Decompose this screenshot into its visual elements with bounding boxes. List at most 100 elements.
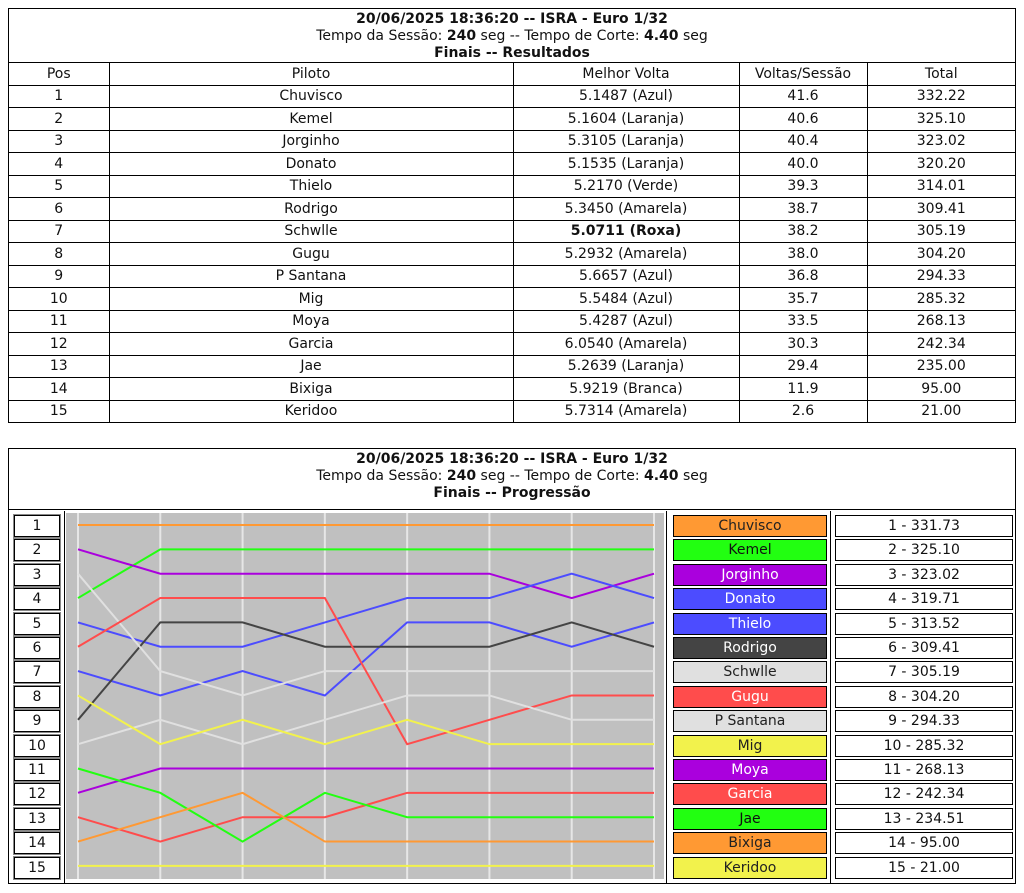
session-label: Tempo da Sessão:: [316, 28, 447, 44]
legend-driver: Garcia: [673, 783, 827, 806]
laps-cell: 40.0: [738, 152, 868, 176]
best-lap-cell: 5.9219 (Branca): [512, 377, 740, 401]
driver-line-mig: [77, 694, 654, 746]
divider: [64, 511, 65, 883]
table-row: 3 Jorginho 5.3105 (Laranja) 40.4 323.02: [9, 129, 1015, 153]
table-row: 12 Garcia 6.0540 (Amarela) 30.3 242.34: [9, 332, 1015, 356]
pos-cell: 12: [9, 332, 110, 356]
driver-line-p-santana: [77, 694, 654, 746]
total-cell: 332.22: [866, 84, 1015, 108]
best-lap-cell: 5.4287 (Azul): [512, 309, 740, 333]
divider: [830, 511, 831, 883]
subtitle-a: Finais: [433, 485, 481, 501]
pos-cell: 1: [9, 84, 110, 108]
position-box: 3: [14, 563, 60, 586]
driver-total: 4 - 319.71: [835, 588, 1013, 611]
position-box: 10: [14, 734, 60, 757]
driver-cell: Keridoo: [108, 399, 514, 422]
position-box: 7: [14, 661, 60, 684]
legend-driver: Keridoo: [673, 856, 827, 879]
legend-driver: P Santana: [673, 710, 827, 733]
legend-driver: Kemel: [673, 539, 827, 562]
driver-total: 15 - 21.00: [835, 856, 1013, 879]
laps-cell: 33.5: [738, 309, 868, 333]
driver-line-jorginho: [77, 548, 655, 600]
driver-line-gugu: [77, 597, 654, 746]
laps-cell: 35.7: [738, 287, 868, 311]
legend-driver: Moya: [673, 759, 827, 781]
driver-cell: Garcia: [108, 332, 514, 356]
table-row: 2 Kemel 5.1604 (Laranja) 40.6 325.10: [9, 107, 1015, 131]
driver-line-rodrigo: [77, 621, 655, 721]
driver-cell: Gugu: [108, 242, 514, 266]
driver-line-thielo: [77, 621, 655, 697]
position-box: 9: [14, 710, 60, 733]
driver-cell: Jorginho: [108, 129, 514, 153]
results-title: 20/06/2025 18:36:20 -- ISRA - Euro 1/32: [356, 11, 668, 27]
driver-cell: Chuvisco: [108, 84, 514, 108]
table-row: 7 Schwlle 5.0711 (Roxa) 38.2 305.19: [9, 219, 1015, 243]
progression-grid: 1 2 3 4 5 6 7 8 9 10 11 12 13 14 15 Chuvisco 1 - 331.73 K…: [9, 511, 1015, 883]
driver-cell: Kemel: [108, 107, 514, 131]
total-cell: 314.01: [866, 174, 1015, 198]
best-lap-cell: 5.1535 (Laranja): [512, 152, 740, 176]
table-row: 6 Rodrigo 5.3450 (Amarela) 38.7 309.41: [9, 197, 1015, 221]
progression-title: 20/06/2025 18:36:20 -- ISRA - Euro 1/32: [356, 451, 668, 467]
pos-cell: 2: [9, 107, 110, 131]
driver-cell: Donato: [108, 152, 514, 176]
divider: [666, 511, 667, 883]
driver-line-donato: [77, 572, 655, 648]
driver-total: 3 - 323.02: [835, 563, 1013, 586]
driver-line-bixiga: [77, 791, 654, 843]
legend-driver: Rodrigo: [673, 637, 827, 659]
table-header-row: Pos Piloto Melhor Volta Voltas/Sessão Total: [9, 63, 1015, 86]
legend-driver: Jae: [673, 807, 827, 830]
driver-cell: Jae: [108, 354, 514, 378]
best-lap-cell: 5.3105 (Laranja): [512, 129, 740, 153]
driver-total: 5 - 313.52: [835, 612, 1013, 635]
driver-total: 10 - 285.32: [835, 734, 1013, 757]
pos-cell: 8: [9, 242, 110, 266]
subtitle-a: Finais: [434, 45, 482, 61]
column-header: Pos: [9, 63, 110, 86]
table-row: 5 Thielo 5.2170 (Verde) 39.3 314.01: [9, 174, 1015, 198]
column-header: Melhor Volta: [512, 63, 740, 86]
subtitle-sep: --: [480, 485, 502, 501]
best-lap-cell: 5.2639 (Laranja): [512, 354, 740, 378]
progression-panel: 20/06/2025 18:36:20 -- ISRA - Euro 1/32 …: [8, 448, 1016, 884]
table-row: 15 Keridoo 5.7314 (Amarela) 2.6 21.00: [9, 399, 1015, 422]
driver-total: 9 - 294.33: [835, 710, 1013, 733]
position-box: 1: [14, 515, 60, 537]
position-box: 2: [14, 539, 60, 562]
driver-cell: Schwlle: [108, 219, 514, 243]
driver-cell: P Santana: [108, 264, 514, 288]
best-lap-cell: 5.2932 (Amarela): [512, 242, 740, 266]
progression-chart: [66, 513, 664, 879]
total-cell: 294.33: [866, 264, 1015, 288]
subtitle-sep: --: [481, 45, 503, 61]
session-value: 240: [446, 28, 477, 44]
cut-label: seg -- Tempo de Corte:: [476, 468, 644, 484]
driver-line-moya: [77, 767, 654, 794]
driver-cell: Rodrigo: [108, 197, 514, 221]
driver-line-kemel: [77, 548, 654, 599]
laps-cell: 38.7: [738, 197, 868, 221]
laps-cell: 2.6: [738, 399, 868, 422]
laps-cell: 41.6: [738, 84, 868, 108]
laps-cell: 30.3: [738, 332, 868, 356]
best-lap-cell: 6.0540 (Amarela): [512, 332, 740, 356]
driver-total: 14 - 95.00: [835, 832, 1013, 855]
total-cell: 309.41: [866, 197, 1015, 221]
table-row: 1 Chuvisco 5.1487 (Azul) 41.6 332.22: [9, 84, 1015, 108]
driver-total: 7 - 305.19: [835, 661, 1013, 684]
pos-cell: 3: [9, 129, 110, 153]
cut-label: seg -- Tempo de Corte:: [476, 28, 644, 44]
laps-cell: 29.4: [738, 354, 868, 378]
total-cell: 305.19: [866, 219, 1015, 243]
total-cell: 268.13: [866, 309, 1015, 333]
subtitle-b: Resultados: [502, 45, 590, 61]
table-row: 4 Donato 5.1535 (Laranja) 40.0 320.20: [9, 152, 1015, 176]
position-box: 6: [14, 637, 60, 659]
legend-driver: Thielo: [673, 612, 827, 635]
